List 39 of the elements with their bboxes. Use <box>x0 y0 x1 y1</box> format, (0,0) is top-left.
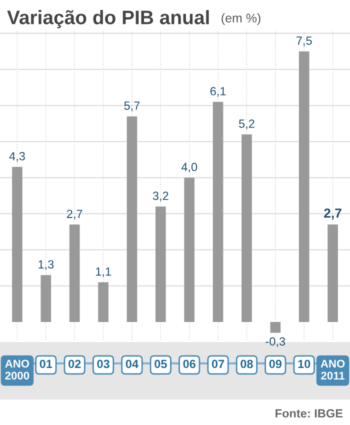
bar <box>184 178 195 322</box>
bar <box>242 134 252 322</box>
bar <box>98 282 108 322</box>
data-label: -0,3 <box>266 337 286 348</box>
data-label: 5,7 <box>124 102 140 112</box>
data-label: 1,3 <box>38 260 54 270</box>
bar <box>328 224 338 322</box>
data-label: 4,0 <box>181 162 198 173</box>
x-tick-label: 02 <box>68 360 81 368</box>
x-tick-label: 09 <box>269 360 282 368</box>
x-tick-label: 06 <box>183 360 196 368</box>
x-tick-label: 04 <box>126 360 138 368</box>
data-label: 6,1 <box>210 87 226 97</box>
bar <box>69 224 80 322</box>
data-label: 2,7 <box>324 208 342 220</box>
x-tick-label: 08 <box>240 360 253 368</box>
bar <box>212 102 224 322</box>
bar <box>126 116 138 322</box>
data-label: 3,2 <box>152 192 168 202</box>
x-tick-label: 07 <box>212 360 224 368</box>
bar <box>40 275 52 322</box>
x-tick-label: ANO 2011 <box>320 360 345 380</box>
bar <box>298 51 310 322</box>
bar <box>270 322 281 333</box>
x-tick-label: 10 <box>298 360 310 368</box>
x-tick-label: 01 <box>40 360 52 368</box>
x-tick-label: ANO 2000 <box>5 360 30 380</box>
data-label: 2,7 <box>66 210 82 220</box>
data-label: 7,5 <box>296 36 312 46</box>
data-label: 1,1 <box>96 268 111 278</box>
data-label: 5,2 <box>238 120 254 130</box>
data-label: 4,3 <box>9 152 25 162</box>
bar <box>155 206 166 322</box>
chart-title: Variação do PIB anual <box>7 10 209 28</box>
bar <box>12 166 22 322</box>
chart-subtitle: (em %) <box>222 13 260 25</box>
source-note: Fonte: IBGE <box>276 409 343 418</box>
x-tick-label: 03 <box>97 360 110 368</box>
x-tick-label: 05 <box>154 360 167 368</box>
